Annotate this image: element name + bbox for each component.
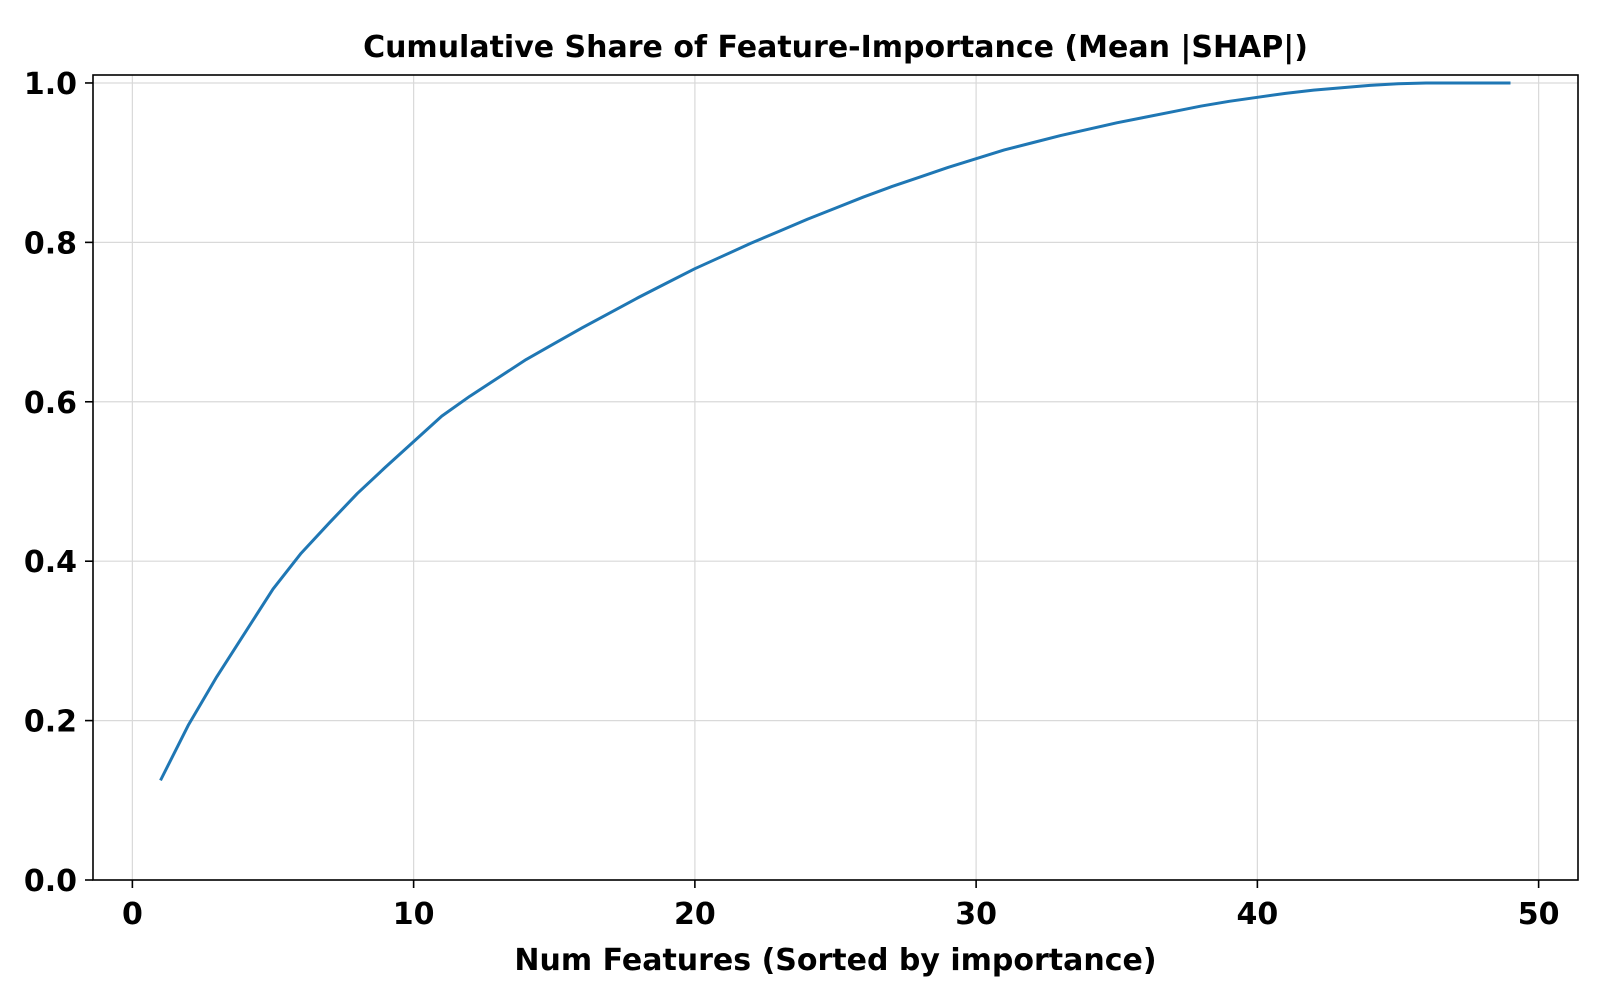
x-axis-label: Num Features (Sorted by importance) xyxy=(514,943,1156,978)
grid xyxy=(93,75,1578,881)
x-tick-label: 40 xyxy=(1237,897,1279,932)
y-tick-label: 0.6 xyxy=(24,386,77,421)
x-tick-label: 30 xyxy=(955,897,997,932)
series-line xyxy=(159,81,1511,782)
y-tick-label: 1.0 xyxy=(24,67,77,102)
x-axis: 0 10 20 30 40 50 xyxy=(122,880,1560,932)
y-tick-label: 0.8 xyxy=(24,226,77,261)
x-tick-label: 20 xyxy=(674,897,716,932)
y-tick-label: 0.0 xyxy=(24,864,77,899)
x-tick-label: 10 xyxy=(393,897,435,932)
x-tick-label: 50 xyxy=(1518,897,1560,932)
y-tick-label: 0.4 xyxy=(24,545,77,580)
x-tick-label: 0 xyxy=(122,897,143,932)
chart-title: Cumulative Share of Feature-Importance (… xyxy=(363,30,1308,65)
plot-frame xyxy=(92,74,1579,881)
series-layer xyxy=(159,81,1511,782)
y-axis: 0.0 0.2 0.4 0.6 0.8 1.0 xyxy=(24,67,93,899)
y-tick-label: 0.2 xyxy=(24,705,77,740)
